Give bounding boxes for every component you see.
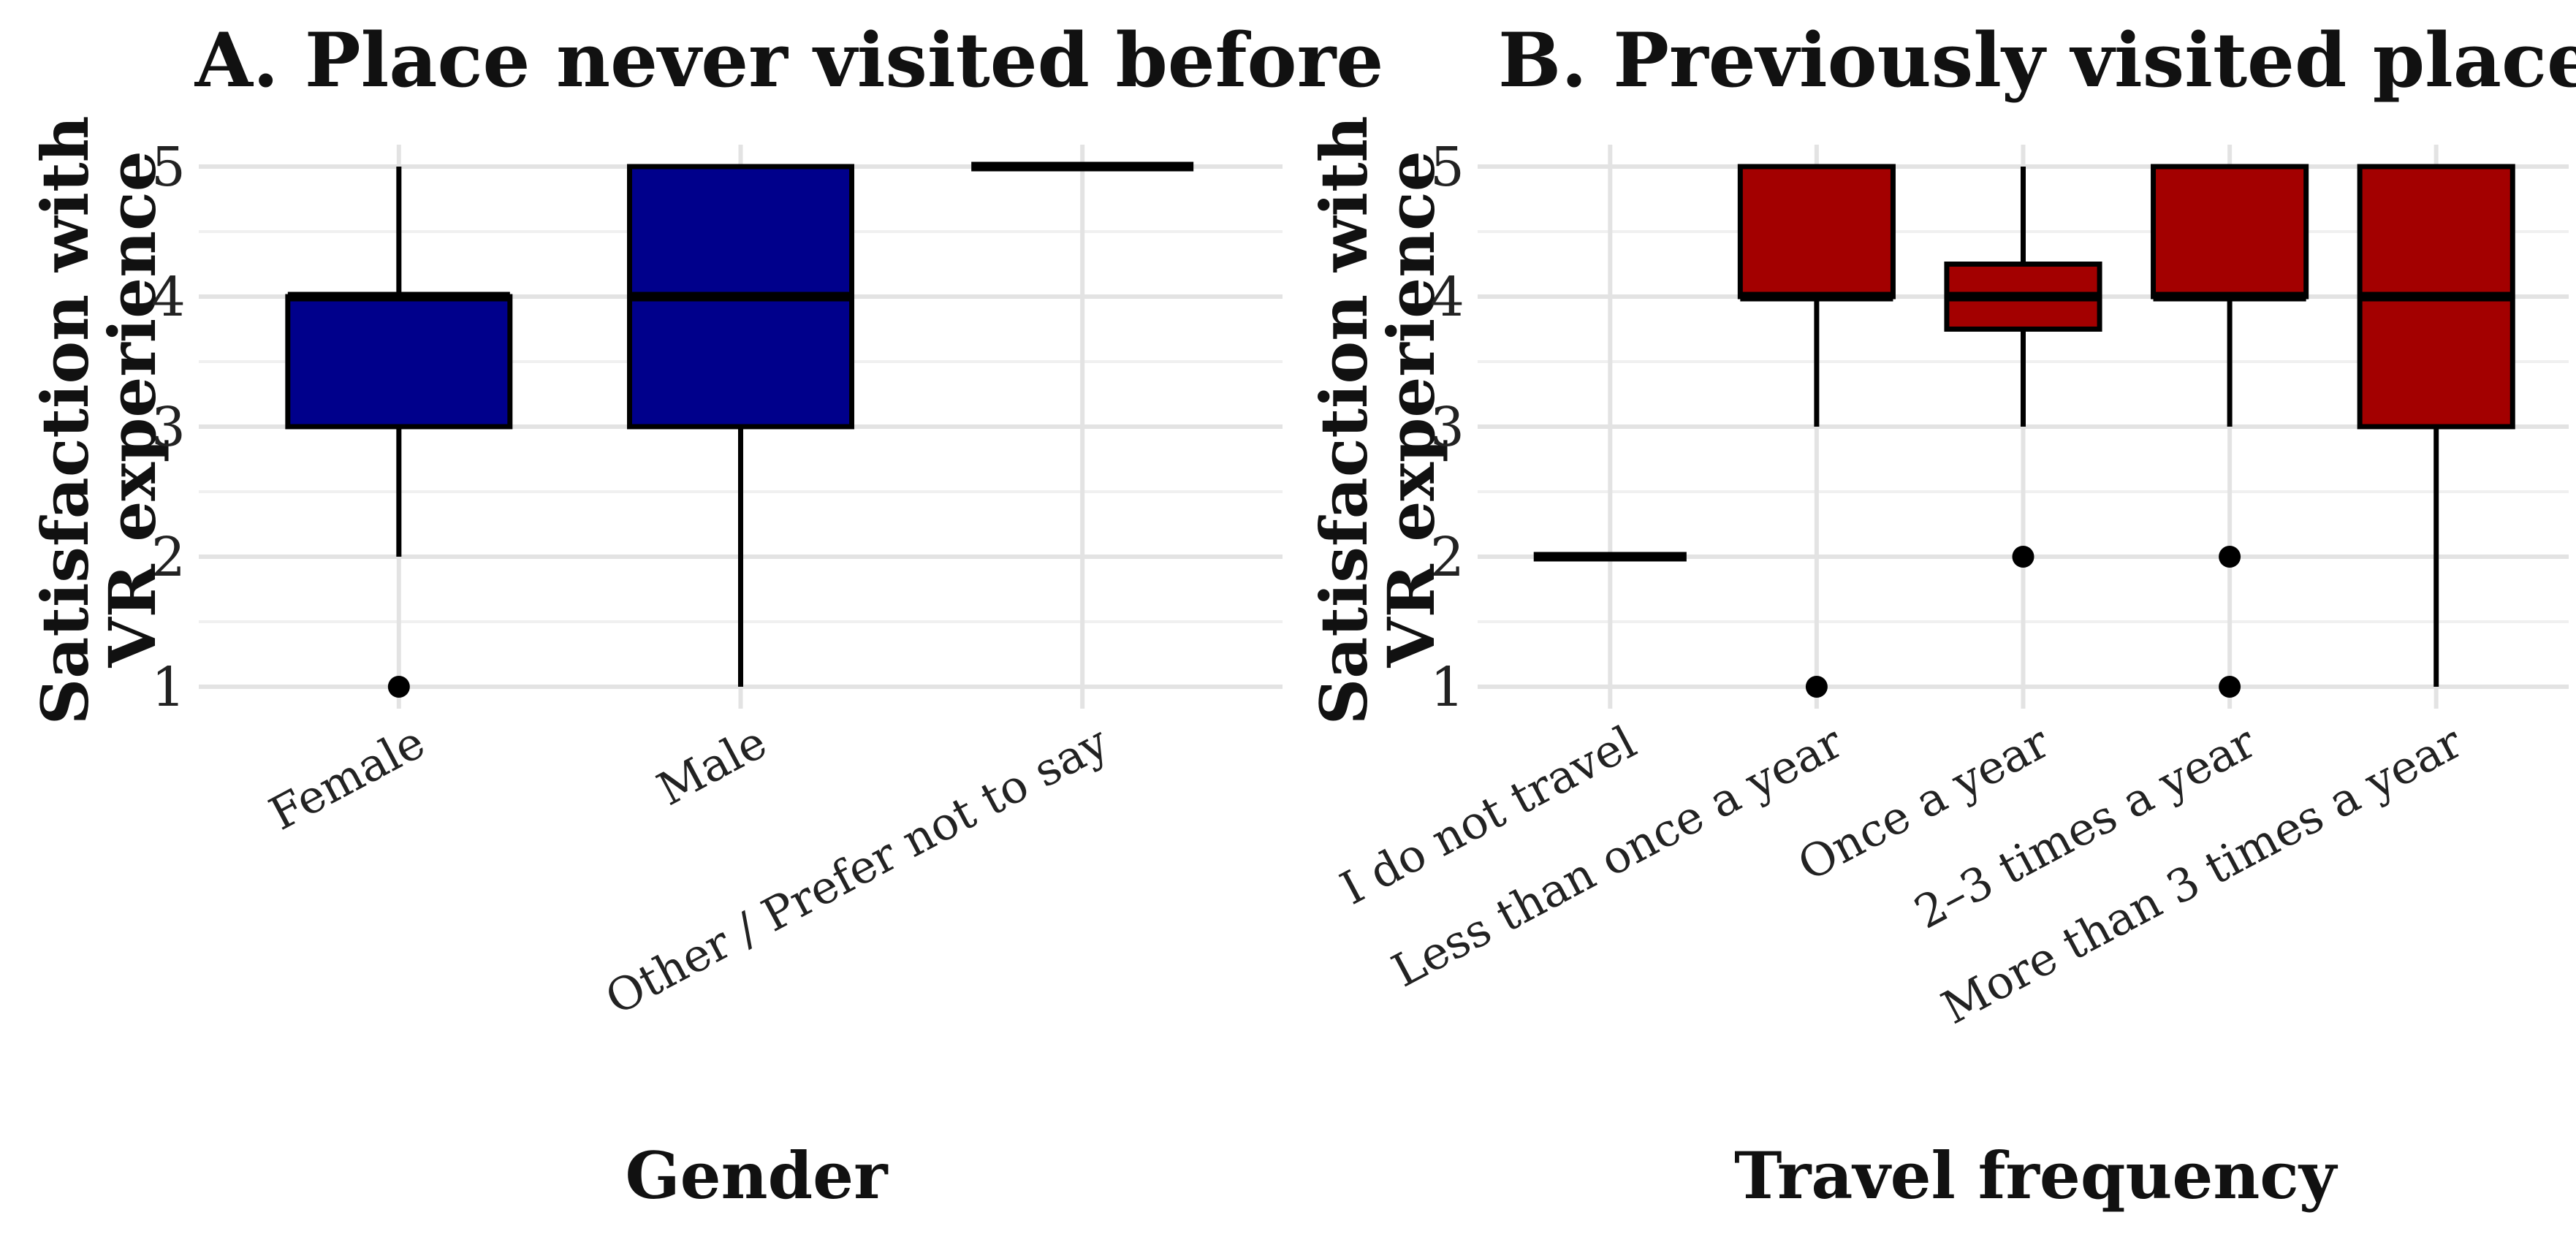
panel-a-y-axis-title-line-2: VR experience bbox=[94, 151, 170, 668]
panel-a-y-axis-title-line-1: Satisfaction with bbox=[27, 115, 103, 725]
panel-a-box-0 bbox=[285, 167, 513, 698]
panel-b-y-tick-label: 2 bbox=[1430, 526, 1464, 589]
panel-a-y-tick-label: 3 bbox=[151, 396, 186, 459]
panel-b-box-3 bbox=[2151, 164, 2309, 698]
panel-a-y-tick-label: 5 bbox=[151, 136, 186, 199]
panel-a-outlier-point bbox=[387, 676, 410, 698]
panel-a-box-1 bbox=[627, 164, 854, 687]
panel-b-outlier-point bbox=[2219, 676, 2241, 698]
panel-a-x-axis-title: Gender bbox=[625, 1138, 889, 1214]
panel-b-y-axis-title: Satisfaction with VR experience bbox=[1306, 94, 1449, 725]
panel-b-outlier-point bbox=[1805, 676, 1828, 698]
panel-b-outlier-point bbox=[2219, 546, 2241, 568]
panel-b-iqr-box bbox=[2151, 164, 2309, 300]
panel-b-iqr-box bbox=[1737, 164, 1896, 300]
panel-a-y-tick-label: 1 bbox=[151, 656, 186, 719]
panel-b-box-4 bbox=[2357, 164, 2515, 687]
panel-b-x-axis-title: Travel frequency bbox=[1734, 1138, 2338, 1214]
panel-a-y-tick-label: 4 bbox=[151, 266, 186, 329]
panel-b-outlier-point bbox=[2012, 546, 2034, 568]
panel-b-y-tick-label: 3 bbox=[1430, 396, 1464, 459]
panel-a-y-tick-label: 2 bbox=[151, 526, 186, 589]
panel-b-box-2 bbox=[1944, 167, 2102, 568]
panel-b-title: B. Previously visited place bbox=[1498, 17, 2576, 104]
panel-b-y-tick-label: 1 bbox=[1430, 656, 1464, 719]
panel-b-y-tick-label: 5 bbox=[1430, 136, 1464, 199]
panel-b-y-axis-title-line-2: VR experience bbox=[1373, 151, 1449, 668]
panel-b-y-tick-label: 4 bbox=[1430, 266, 1464, 329]
panel-b-box-1 bbox=[1737, 164, 1896, 698]
panel-b-y-axis-title-line-1: Satisfaction with bbox=[1306, 115, 1382, 725]
panel-a-iqr-box bbox=[285, 294, 513, 430]
panel-a-title: A. Place never visited before bbox=[194, 17, 1383, 104]
panel-a-y-axis-title: Satisfaction with VR experience bbox=[27, 94, 170, 725]
